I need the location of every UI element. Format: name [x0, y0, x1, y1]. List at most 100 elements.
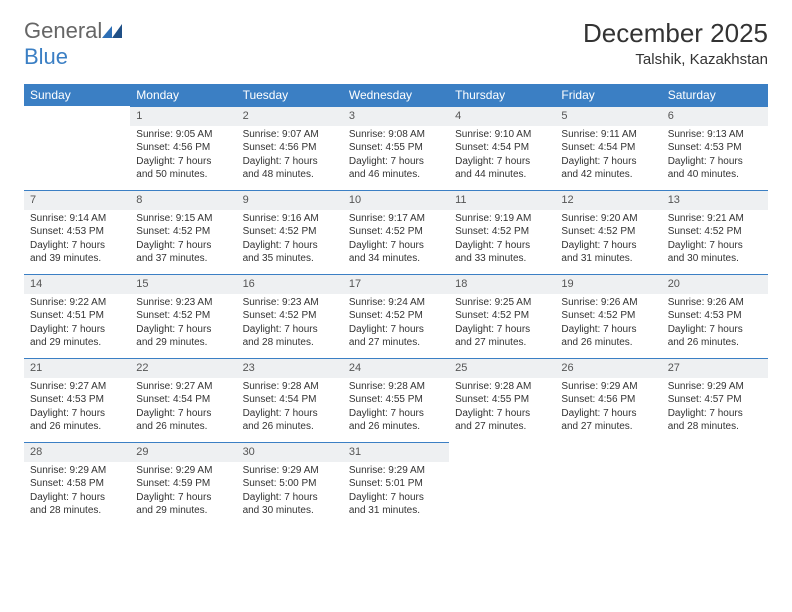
- calendar-row: 21 Sunrise: 9:27 AMSunset: 4:53 PM Dayligh…: [24, 358, 768, 442]
- day-number: 27: [662, 358, 768, 378]
- calendar-cell: 31Sunrise: 9:29 AMSunset: 5:01 PMDayligh…: [343, 442, 449, 526]
- dl1-text: Daylight: 7 hours: [668, 155, 762, 169]
- sunset-text: Sunset: 4:53 PM: [30, 393, 124, 407]
- dl2-text: and 28 minutes.: [30, 504, 124, 518]
- dl1-text: Daylight: 7 hours: [136, 323, 230, 337]
- sunset-text: Sunset: 4:54 PM: [455, 141, 549, 155]
- sunset-text: Sunset: 4:52 PM: [349, 225, 443, 239]
- dl1-text: Daylight: 7 hours: [30, 239, 124, 253]
- dl1-text: Daylight: 7 hours: [561, 407, 655, 421]
- dl1-text: Daylight: 7 hours: [668, 323, 762, 337]
- day-body: Sunrise: 9:26 AMSunset: 4:52 PMDaylight:…: [555, 294, 661, 354]
- dl2-text: and 29 minutes.: [136, 336, 230, 350]
- sunrise-text: Sunrise: 9:29 AM: [30, 464, 124, 478]
- day-number: 20: [662, 274, 768, 294]
- day-body: Sunrise: 9:10 AMSunset: 4:54 PMDaylight:…: [449, 126, 555, 186]
- calendar-cell: 10Sunrise: 9:17 AMSunset: 4:52 PMDayligh…: [343, 190, 449, 274]
- dl2-text: and 26 minutes.: [349, 420, 443, 434]
- day-body: Sunrise: 9:05 AMSunset: 4:56 PMDaylight:…: [130, 126, 236, 186]
- logo-text-1: General: [24, 18, 102, 43]
- title-block: December 2025 Talshik, Kazakhstan: [583, 18, 768, 68]
- calendar-cell: 29Sunrise: 9:29 AMSunset: 4:59 PMDayligh…: [130, 442, 236, 526]
- dl2-text: and 35 minutes.: [243, 252, 337, 266]
- sunrise-text: Sunrise: 9:27 AM: [30, 380, 124, 394]
- sunset-text: Sunset: 4:53 PM: [668, 141, 762, 155]
- day-number: 7: [24, 190, 130, 210]
- sunrise-text: Sunrise: 9:05 AM: [136, 128, 230, 142]
- sunrise-text: Sunrise: 9:13 AM: [668, 128, 762, 142]
- calendar-cell: 22Sunrise: 9:27 AMSunset: 4:54 PMDayligh…: [130, 358, 236, 442]
- calendar-row: 1Sunrise: 9:05 AMSunset: 4:56 PMDaylight…: [24, 106, 768, 190]
- month-title: December 2025: [583, 18, 768, 49]
- dl1-text: Daylight: 7 hours: [455, 155, 549, 169]
- dl2-text: and 42 minutes.: [561, 168, 655, 182]
- calendar-cell: 8Sunrise: 9:15 AMSunset: 4:52 PMDaylight…: [130, 190, 236, 274]
- sunrise-text: Sunrise: 9:07 AM: [243, 128, 337, 142]
- calendar-cell: 7 Sunrise: 9:14 AMSunset: 4:53 PMDaylight…: [24, 190, 130, 274]
- dl1-text: Daylight: 7 hours: [561, 239, 655, 253]
- sunrise-text: Sunrise: 9:14 AM: [30, 212, 124, 226]
- calendar-cell: 1Sunrise: 9:05 AMSunset: 4:56 PMDaylight…: [130, 106, 236, 190]
- calendar-cell: 28Sunrise: 9:29 AMSunset: 4:58 PMDayligh…: [24, 442, 130, 526]
- sunrise-text: Sunrise: 9:21 AM: [668, 212, 762, 226]
- dl1-text: Daylight: 7 hours: [243, 239, 337, 253]
- dl2-text: and 33 minutes.: [455, 252, 549, 266]
- sunset-text: Sunset: 4:52 PM: [561, 225, 655, 239]
- calendar-cell: 27Sunrise: 9:29 AMSunset: 4:57 PMDayligh…: [662, 358, 768, 442]
- dl1-text: Daylight: 7 hours: [349, 407, 443, 421]
- sunrise-text: Sunrise: 9:28 AM: [349, 380, 443, 394]
- sunset-text: Sunset: 4:55 PM: [455, 393, 549, 407]
- dl1-text: Daylight: 7 hours: [455, 407, 549, 421]
- calendar-cell: 26Sunrise: 9:29 AMSunset: 4:56 PMDayligh…: [555, 358, 661, 442]
- day-body: Sunrise: 9:29 AMSunset: 4:58 PMDaylight:…: [24, 462, 130, 522]
- day-header-row: Sunday Monday Tuesday Wednesday Thursday…: [24, 84, 768, 106]
- logo: GeneralBlue: [24, 18, 122, 70]
- day-body: Sunrise: 9:22 AMSunset: 4:51 PMDaylight:…: [24, 294, 130, 354]
- dl1-text: Daylight: 7 hours: [243, 407, 337, 421]
- day-body: Sunrise: 9:29 AMSunset: 5:01 PMDaylight:…: [343, 462, 449, 522]
- sunset-text: Sunset: 4:52 PM: [136, 225, 230, 239]
- day-number: 21: [24, 358, 130, 378]
- location: Talshik, Kazakhstan: [583, 51, 768, 68]
- day-body: Sunrise: 9:27 AMSunset: 4:54 PMDaylight:…: [130, 378, 236, 438]
- day-number: 16: [237, 274, 343, 294]
- sunset-text: Sunset: 5:00 PM: [243, 477, 337, 491]
- day-number: 31: [343, 442, 449, 462]
- dl1-text: Daylight: 7 hours: [136, 491, 230, 505]
- dl2-text: and 40 minutes.: [668, 168, 762, 182]
- calendar-cell: 15Sunrise: 9:23 AMSunset: 4:52 PMDayligh…: [130, 274, 236, 358]
- dl1-text: Daylight: 7 hours: [349, 239, 443, 253]
- day-body: Sunrise: 9:19 AMSunset: 4:52 PMDaylight:…: [449, 210, 555, 270]
- day-body: Sunrise: 9:17 AMSunset: 4:52 PMDaylight:…: [343, 210, 449, 270]
- calendar-cell: 4Sunrise: 9:10 AMSunset: 4:54 PMDaylight…: [449, 106, 555, 190]
- sunrise-text: Sunrise: 9:28 AM: [243, 380, 337, 394]
- day-number: 13: [662, 190, 768, 210]
- dl2-text: and 48 minutes.: [243, 168, 337, 182]
- day-number: 1: [130, 106, 236, 126]
- dl1-text: Daylight: 7 hours: [668, 239, 762, 253]
- day-number: 3: [343, 106, 449, 126]
- dl2-text: and 27 minutes.: [455, 336, 549, 350]
- page-header: GeneralBlue December 2025 Talshik, Kazak…: [24, 18, 768, 70]
- sunrise-text: Sunrise: 9:23 AM: [243, 296, 337, 310]
- sunset-text: Sunset: 4:52 PM: [136, 309, 230, 323]
- sunrise-text: Sunrise: 9:16 AM: [243, 212, 337, 226]
- sunrise-text: Sunrise: 9:19 AM: [455, 212, 549, 226]
- sunset-text: Sunset: 4:53 PM: [30, 225, 124, 239]
- dl2-text: and 30 minutes.: [243, 504, 337, 518]
- sunset-text: Sunset: 4:56 PM: [243, 141, 337, 155]
- dl1-text: Daylight: 7 hours: [136, 239, 230, 253]
- day-body: Sunrise: 9:07 AMSunset: 4:56 PMDaylight:…: [237, 126, 343, 186]
- day-number: 11: [449, 190, 555, 210]
- calendar-body: 1Sunrise: 9:05 AMSunset: 4:56 PMDaylight…: [24, 106, 768, 526]
- sunrise-text: Sunrise: 9:15 AM: [136, 212, 230, 226]
- dl2-text: and 26 minutes.: [136, 420, 230, 434]
- calendar-cell: 11Sunrise: 9:19 AMSunset: 4:52 PMDayligh…: [449, 190, 555, 274]
- sunset-text: Sunset: 5:01 PM: [349, 477, 443, 491]
- day-body: Sunrise: 9:28 AMSunset: 4:54 PMDaylight:…: [237, 378, 343, 438]
- day-body: Sunrise: 9:28 AMSunset: 4:55 PMDaylight:…: [449, 378, 555, 438]
- sunset-text: Sunset: 4:51 PM: [30, 309, 124, 323]
- day-number: 9: [237, 190, 343, 210]
- day-number: 6: [662, 106, 768, 126]
- calendar-row: 7Sunrise: 9:14 AMSunset: 4:53 PMDaylight…: [24, 190, 768, 274]
